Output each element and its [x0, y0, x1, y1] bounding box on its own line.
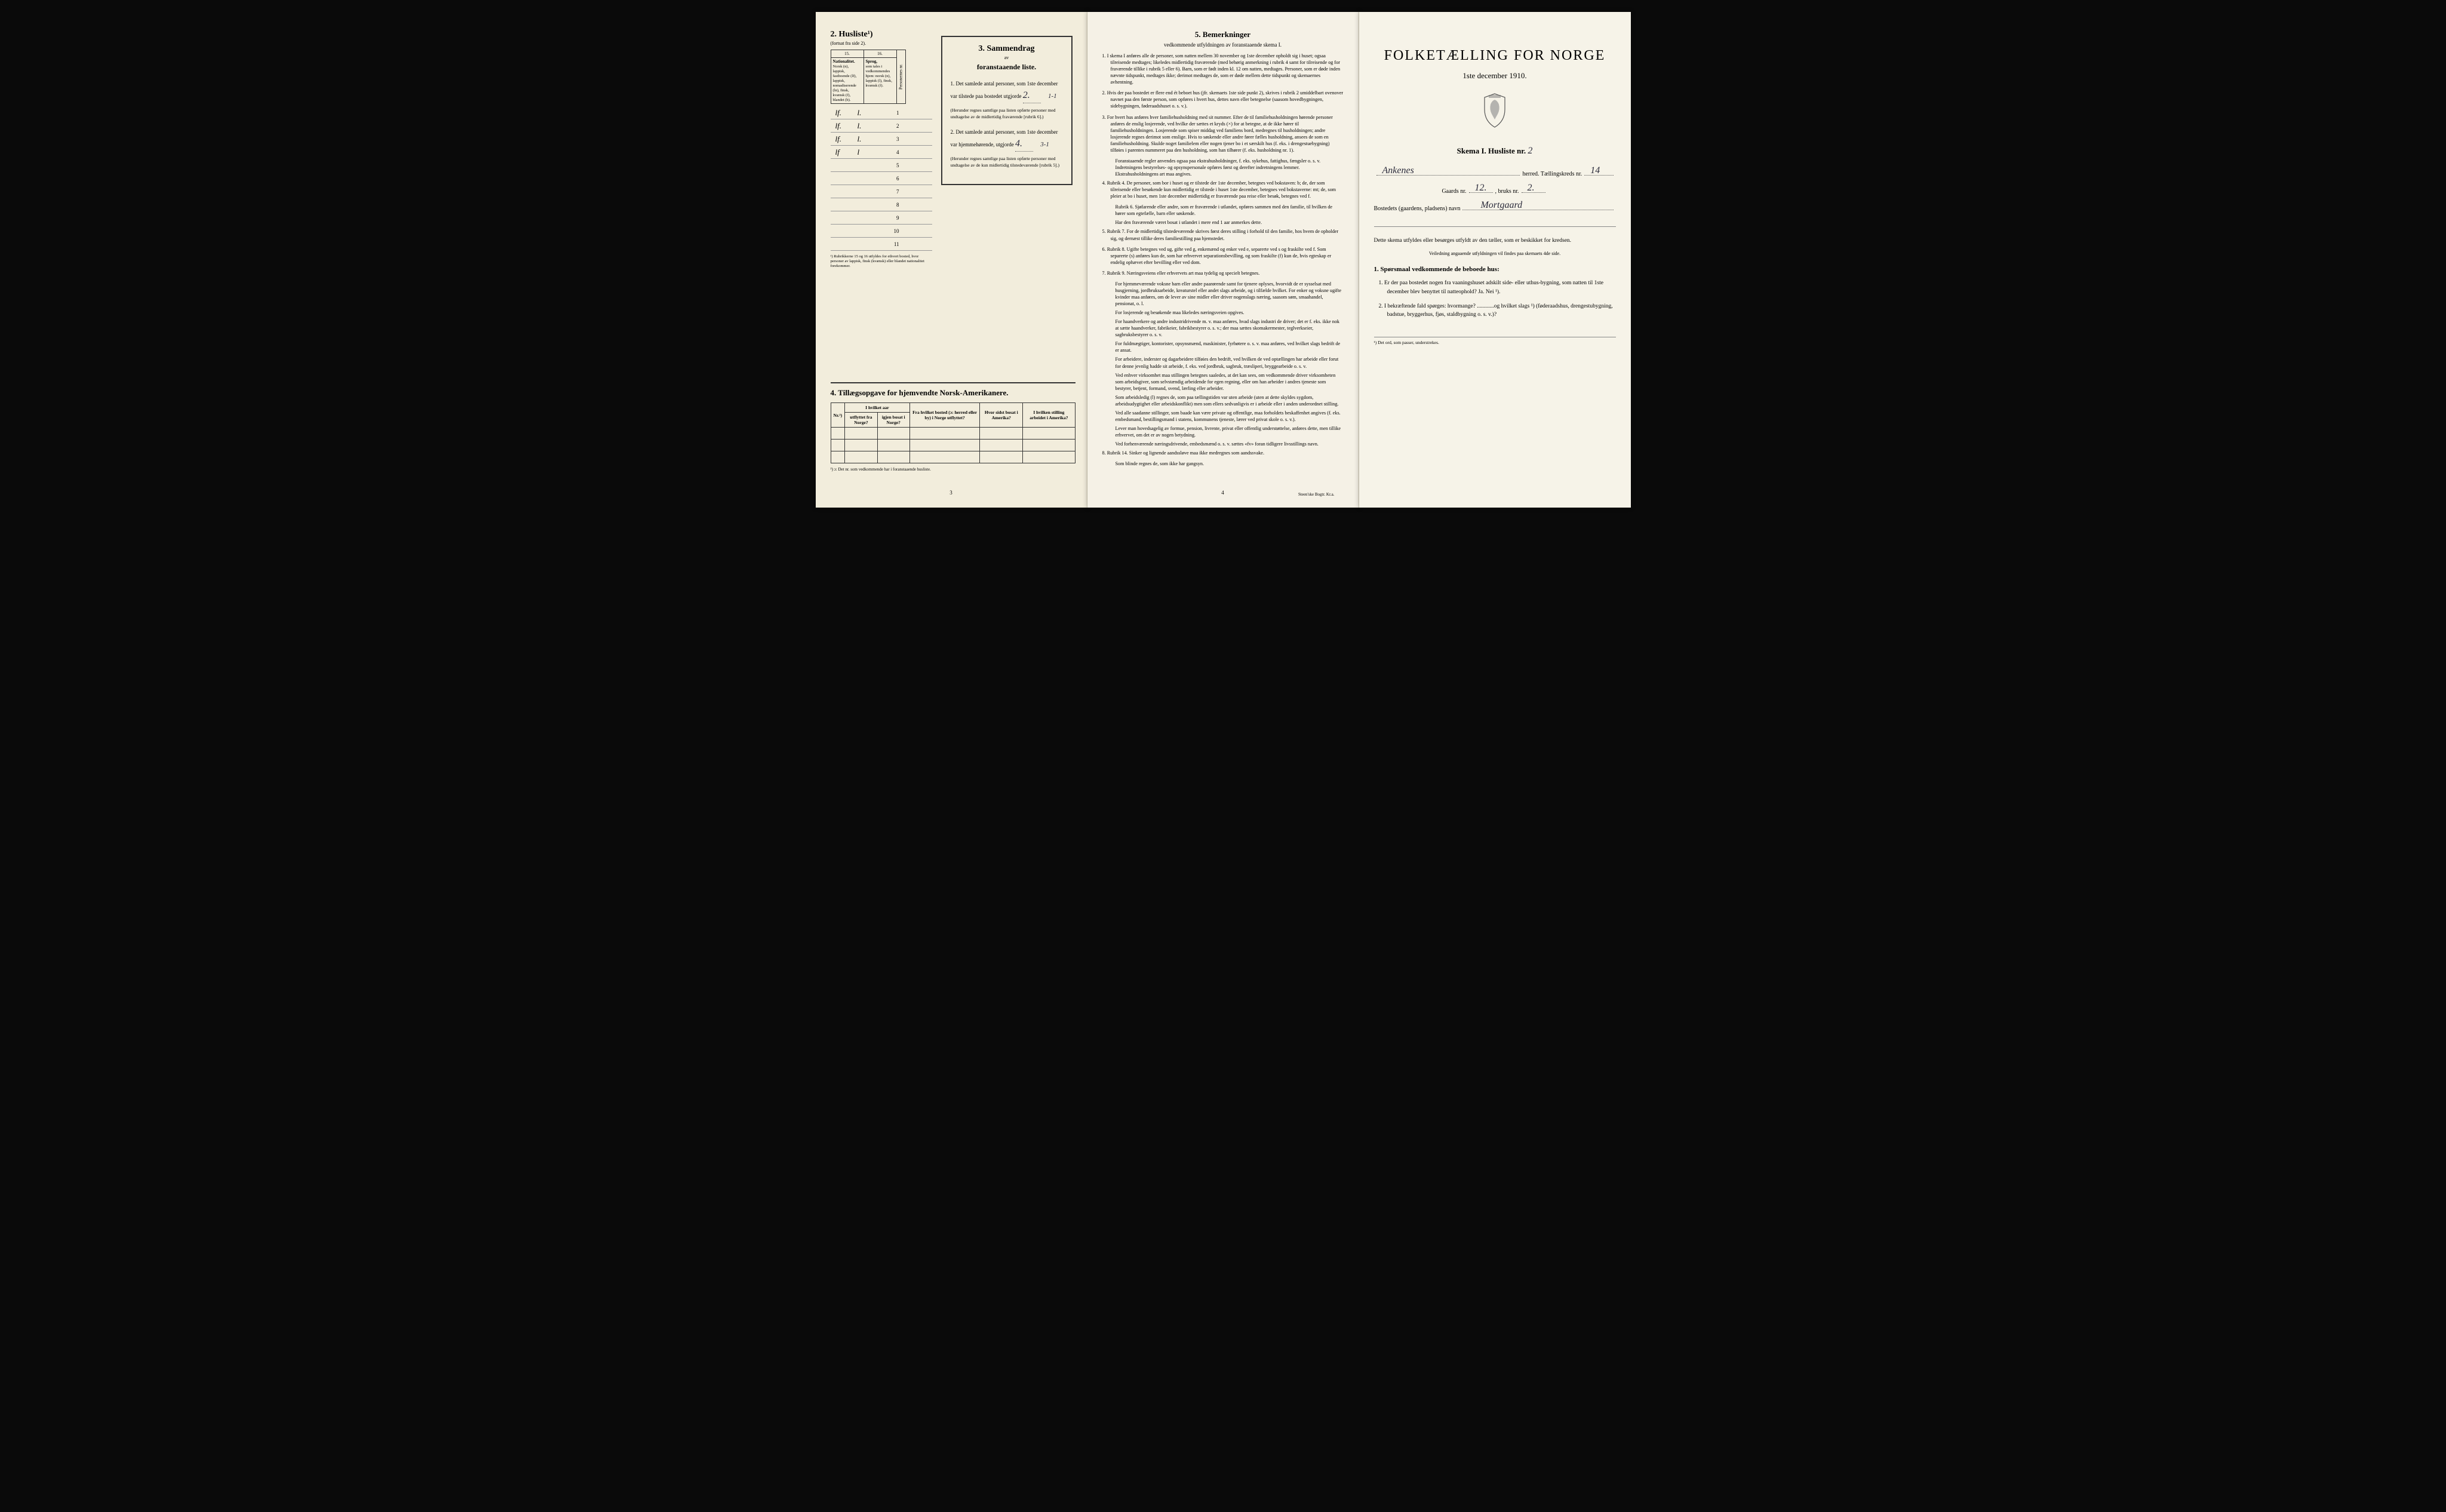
instruction-1: Dette skema utfyldes eller besørges utfy… — [1374, 236, 1616, 245]
rubrik-9-sub: For losjerende og besøkende maa likelede… — [1102, 309, 1344, 316]
remarks-list: 1. I skema I anføres alle de personer, s… — [1102, 53, 1344, 276]
summary-box: 3. Sammendrag av foranstaaende liste. 1.… — [941, 36, 1073, 185]
table-row: 7 — [831, 185, 932, 198]
table-row: 9 — [831, 211, 932, 225]
husliste-title: 2. Husliste¹) — [831, 30, 932, 39]
bottom-footnote: ¹) Det ord, som passer, understrekes. — [1374, 337, 1616, 345]
table-row: lf.l.1 — [831, 106, 932, 119]
skema-line: Skema I. Husliste nr. 2 — [1374, 146, 1616, 156]
summary-sub2: foranstaaende liste. — [951, 63, 1063, 72]
col-15-header: Nationalitet. Norsk (n), lappisk, fastbo… — [831, 58, 864, 104]
rubrik-9-sub: Ved enhver virksomhet maa stillingen bet… — [1102, 372, 1344, 392]
coat-of-arms — [1374, 93, 1616, 131]
table-footnote: ¹) Rubrikkerne 15 og 16 utfyldes for eth… — [831, 254, 932, 268]
rubrik-14-sub: Som blinde regnes de, som ikke har gangs… — [1102, 460, 1344, 467]
table-row: 8 — [831, 198, 932, 211]
page-2: 5. Bemerkninger vedkommende utfyldningen… — [1087, 12, 1359, 508]
rubrik-4: 4. Rubrik 4. De personer, som bor i huse… — [1102, 180, 1344, 199]
col-16-header: Sprog, som tales i vedkommendes hjem: no… — [864, 58, 896, 104]
gaards-line: Gaards nr. 12. , bruks nr. 2. — [1374, 188, 1616, 195]
question-header: 1. Spørsmaal vedkommende de beboede hus: — [1374, 266, 1616, 273]
section-4: 4. Tillægsopgave for hjemvendte Norsk-Am… — [831, 382, 1075, 472]
rubrik-7: 5. Rubrik 7. For de midlertidig tilstede… — [1102, 228, 1344, 241]
rubrik-9-sub: For fuldmægtiger, kontorister, opsynsmæn… — [1102, 340, 1344, 354]
section-4-title: 4. Tillægsopgave for hjemvendte Norsk-Am… — [831, 382, 1075, 398]
rubrik-9-sub: Ved alle saadanne stillinger, som baade … — [1102, 410, 1344, 423]
table-row: 11 — [831, 238, 932, 251]
rubrik-9-sub: Som arbeidsledig (l) regnes de, som paa … — [1102, 394, 1344, 407]
page-1: 2. Husliste¹) (fortsat fra side 2). 15. … — [816, 12, 1087, 508]
person-nr-header: Personernes nr. — [896, 50, 905, 104]
rubrik-9: 7. Rubrik 9. Næringsveiens eller erhverv… — [1102, 270, 1344, 276]
printer-mark: Steen'ske Bogtr. Kr.a. — [1298, 492, 1335, 497]
table-row: 6 — [831, 172, 932, 185]
census-document: 2. Husliste¹) (fortsat fra side 2). 15. … — [816, 12, 1631, 508]
table-row: lf.l.3 — [831, 133, 932, 146]
table-row: lfl4 — [831, 146, 932, 159]
rubrik-9-sub: For arbeidere, inderster og dagarbeidere… — [1102, 356, 1344, 369]
rubrik-6-sub: Har den fraværende været bosat i utlande… — [1102, 219, 1344, 226]
page-3: FOLKETÆLLING FOR NORGE 1ste december 191… — [1359, 12, 1631, 508]
census-date: 1ste december 1910. — [1374, 71, 1616, 81]
herred-line: Ankenes herred. Tællingskreds nr. 14 — [1374, 171, 1616, 177]
table-row: lf.l.2 — [831, 119, 932, 133]
main-title: FOLKETÆLLING FOR NORGE — [1374, 48, 1616, 64]
remark-3: 3. For hvert hus anføres hver familiehus… — [1102, 114, 1344, 153]
remark-1: 1. I skema I anføres alle de personer, s… — [1102, 53, 1344, 85]
rubrik-8: 6. Rubrik 8. Ugifte betegnes ved ug, gif… — [1102, 246, 1344, 266]
bemerkninger-title: 5. Bemerkninger — [1102, 30, 1344, 39]
summary-sub1: av — [951, 55, 1063, 60]
husliste-subtitle: (fortsat fra side 2). — [831, 41, 932, 46]
rubrik-9-subs: For hjemmeværende voksne barn eller andr… — [1102, 281, 1344, 447]
rubrik-9-sub: For hjemmeværende voksne barn eller andr… — [1102, 281, 1344, 307]
remark-2: 2. Hvis der paa bostedet er flere end ét… — [1102, 90, 1344, 109]
page-number-1: 3 — [949, 490, 952, 496]
question-2: 2. I bekræftende fald spørges: hvormange… — [1374, 302, 1616, 319]
bosted-line: Bostedets (gaardens, pladsens) navn Mort… — [1374, 205, 1616, 212]
rubrik-9-sub: Lever man hovedsagelig av formue, pensio… — [1102, 425, 1344, 438]
table-row: 5 — [831, 159, 932, 172]
question-1: 1. Er der paa bostedet nogen fra vaaning… — [1374, 279, 1616, 296]
bemerkninger-subtitle: vedkommende utfyldningen av foranstaaend… — [1102, 42, 1344, 48]
amerika-table: Nr.²) I hvilket aar Fra hvilket bosted (… — [831, 402, 1075, 463]
summary-item-1: 1. Det samlede antal personer, som 1ste … — [951, 80, 1063, 120]
remarks-list-end: 8. Rubrik 14. Sinker og lignende aandssl… — [1102, 450, 1344, 467]
page-number-2: 4 — [1221, 490, 1224, 496]
rubrik-9-sub: For haandverkere og andre industridriven… — [1102, 318, 1344, 338]
table-row: 10 — [831, 225, 932, 238]
col-15-num: 15. — [831, 50, 864, 58]
instruction-2: Veiledning angaaende utfyldningen vil fi… — [1374, 251, 1616, 256]
data-rows: lf.l.1lf.l.2lf.l.3lfl4567891011 — [831, 106, 932, 251]
remark-3-sub: Foranstaaende regler anvendes ogsaa paa … — [1102, 158, 1344, 177]
rubrik-6: Rubrik 6. Sjøfarende eller andre, som er… — [1102, 204, 1344, 217]
crest-icon — [1480, 93, 1510, 128]
summary-title: 3. Sammendrag — [951, 44, 1063, 54]
nationality-table: 15. 16. Personernes nr. Nationalitet. No… — [831, 50, 906, 104]
rubrik-9-sub: Ved forhenværende næringsdrivende, embed… — [1102, 441, 1344, 447]
rubrik-14: 8. Rubrik 14. Sinker og lignende aandssl… — [1102, 450, 1344, 456]
col-16-num: 16. — [864, 50, 896, 58]
section-4-footnote: ²) ɔ: Det nr. som vedkommende har i fora… — [831, 467, 1075, 472]
divider — [1374, 226, 1616, 227]
summary-item-2: 2. Det samlede antal personer, som 1ste … — [951, 128, 1063, 168]
